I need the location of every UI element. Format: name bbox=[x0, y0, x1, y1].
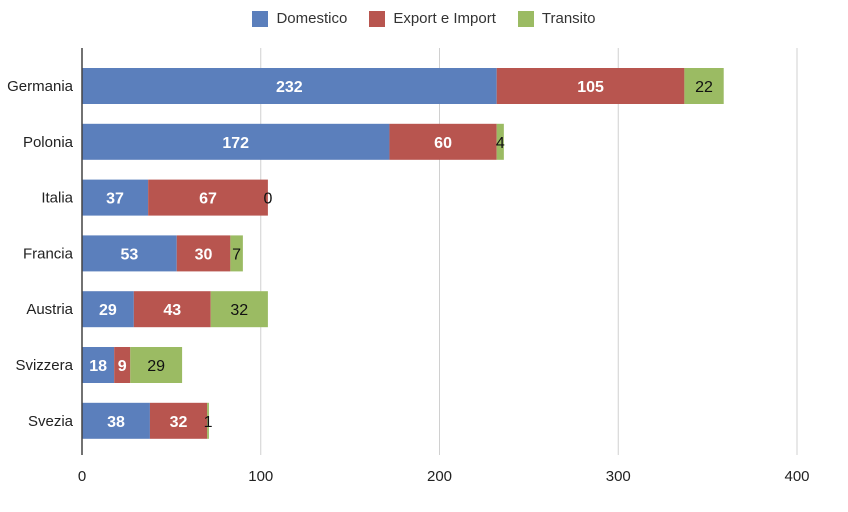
bar-svezia-series-1 bbox=[149, 402, 208, 439]
bar-italia-series-1 bbox=[148, 179, 268, 216]
bar-polonia-series-0 bbox=[82, 123, 390, 160]
data-label-svezia-series-1: 32 bbox=[170, 414, 188, 431]
data-label-polonia-series-0: 172 bbox=[222, 135, 249, 152]
data-label-italia-series-1: 67 bbox=[199, 191, 217, 208]
data-label-francia-series-0: 53 bbox=[120, 246, 138, 263]
legend-label-transito: Transito bbox=[541, 10, 596, 27]
data-label-austria-series-2: 32 bbox=[230, 302, 248, 319]
legend: Domestico Export e Import Transito bbox=[0, 10, 848, 27]
bar-polonia-series-2 bbox=[496, 123, 504, 160]
data-label-francia-series-1: 30 bbox=[195, 246, 213, 263]
bar-svizzera-series-0 bbox=[82, 347, 115, 383]
data-label-germania-series-0: 232 bbox=[276, 79, 303, 96]
bar-germania-series-0 bbox=[82, 68, 497, 104]
x-tick-label-100: 100 bbox=[248, 468, 273, 485]
x-tick-label-0: 0 bbox=[78, 468, 86, 485]
y-tick-label-francia: Francia bbox=[23, 245, 74, 262]
y-tick-label-svezia: Svezia bbox=[28, 413, 74, 430]
bar-svizzera-series-1 bbox=[114, 347, 131, 383]
data-label-svezia-series-2: 1 bbox=[204, 414, 213, 431]
x-tick-label-400: 400 bbox=[784, 468, 809, 485]
data-label-italia-series-0: 37 bbox=[106, 191, 124, 208]
bar-francia-series-2 bbox=[230, 235, 243, 272]
legend-item-export-import: Export e Import bbox=[369, 10, 496, 27]
y-tick-label-austria: Austria bbox=[26, 301, 73, 318]
data-label-polonia-series-1: 60 bbox=[434, 135, 452, 152]
x-tick-label-200: 200 bbox=[427, 468, 452, 485]
bar-francia-series-1 bbox=[176, 235, 231, 272]
y-tick-label-svizzera: Svizzera bbox=[15, 357, 73, 374]
data-label-francia-series-2: 7 bbox=[232, 246, 241, 263]
legend-item-transito: Transito bbox=[517, 10, 596, 27]
data-label-svezia-series-0: 38 bbox=[107, 414, 125, 431]
bar-svezia-series-0 bbox=[82, 402, 150, 439]
data-label-austria-series-1: 43 bbox=[163, 302, 181, 319]
data-label-austria-series-0: 29 bbox=[99, 302, 117, 319]
data-label-svizzera-series-2: 29 bbox=[147, 358, 165, 375]
data-label-svizzera-series-1: 9 bbox=[118, 358, 127, 375]
legend-swatch-domestico bbox=[252, 10, 269, 27]
data-label-italia-series-2: 0 bbox=[263, 191, 272, 208]
legend-label-domestico: Domestico bbox=[276, 10, 348, 27]
y-tick-label-italia: Italia bbox=[41, 190, 73, 207]
legend-item-domestico: Domestico bbox=[252, 10, 347, 27]
legend-swatch-export-import bbox=[369, 10, 386, 27]
y-tick-label-polonia: Polonia bbox=[23, 134, 74, 151]
data-label-svizzera-series-0: 18 bbox=[89, 358, 107, 375]
legend-swatch-transito bbox=[517, 10, 534, 27]
data-label-germania-series-2: 22 bbox=[695, 79, 713, 96]
bar-italia-series-0 bbox=[82, 179, 149, 216]
data-label-germania-series-1: 105 bbox=[577, 79, 604, 96]
y-tick-label-germania: Germania bbox=[7, 78, 74, 95]
bar-austria-series-1 bbox=[133, 291, 211, 328]
bar-francia-series-0 bbox=[82, 235, 177, 272]
bar-germania-series-2 bbox=[684, 68, 724, 104]
bar-polonia-series-1 bbox=[389, 123, 497, 160]
x-tick-label-300: 300 bbox=[606, 468, 631, 485]
bar-austria-series-2 bbox=[210, 291, 268, 328]
bar-germania-series-1 bbox=[496, 68, 685, 104]
data-label-polonia-series-2: 4 bbox=[496, 135, 505, 152]
bar-svizzera-series-2 bbox=[130, 347, 183, 383]
legend-label-export-import: Export e Import bbox=[393, 10, 496, 27]
bar-svezia-series-2 bbox=[207, 402, 209, 439]
bar-austria-series-0 bbox=[82, 291, 134, 328]
